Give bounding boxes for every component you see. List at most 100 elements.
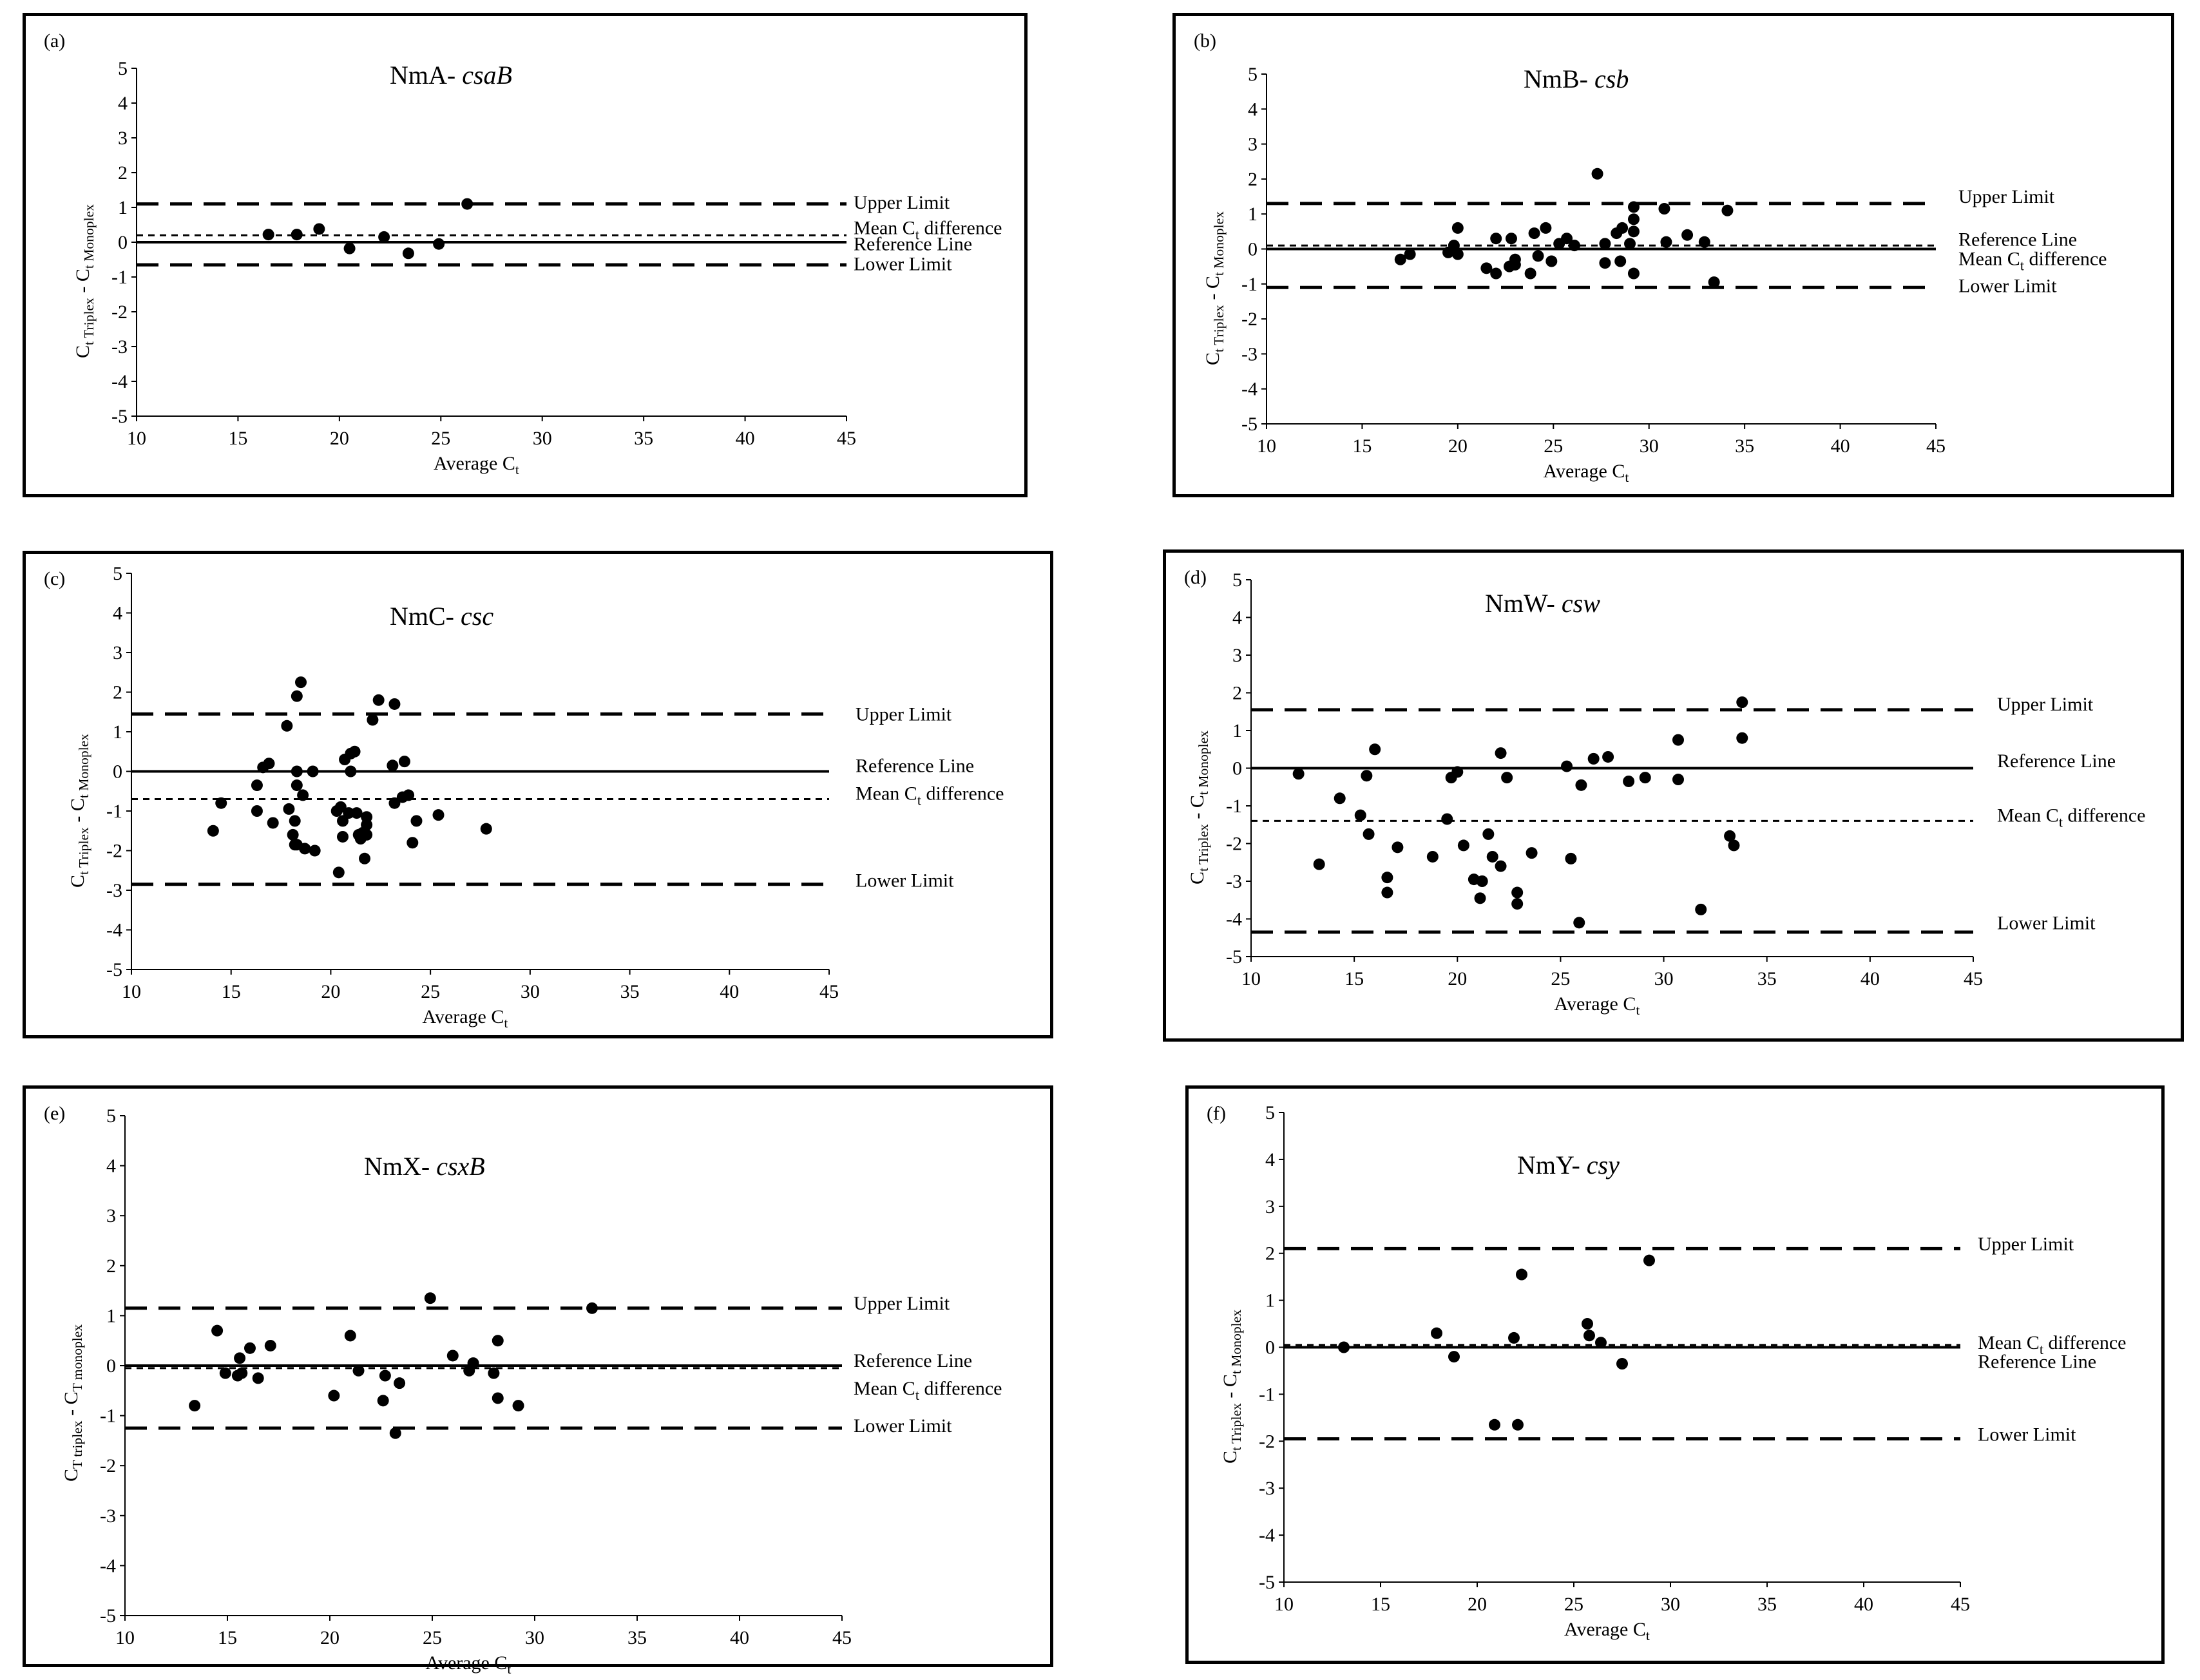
x-tick-label: 45 bbox=[832, 1627, 852, 1648]
y-tick-label: -2 bbox=[111, 301, 128, 323]
y-tick-label: -1 bbox=[1241, 274, 1258, 295]
data-point bbox=[1381, 886, 1393, 899]
y-tick-label: 2 bbox=[118, 162, 128, 184]
y-axis-label-part: t Monoplex bbox=[81, 204, 97, 269]
data-point bbox=[291, 690, 303, 702]
data-point bbox=[446, 1350, 459, 1362]
data-point bbox=[1476, 875, 1488, 887]
y-tick-label: 0 bbox=[118, 232, 128, 253]
y-tick-label: -4 bbox=[111, 371, 128, 392]
data-point bbox=[359, 852, 371, 864]
data-point bbox=[1474, 892, 1486, 904]
data-point bbox=[1495, 747, 1507, 759]
reference-line-label: Reference Line bbox=[1958, 229, 2077, 250]
chart-panel-f: (f) NmY- csy -5 -4 -3 -2 -1 0 1 2 3 4 5 10 15 20 25 30 35 4… bbox=[1185, 1085, 2165, 1664]
data-point bbox=[1540, 222, 1552, 234]
y-axis-label: Ct Triplex - Ct Monoplex bbox=[1202, 211, 1227, 365]
data-point bbox=[281, 720, 293, 732]
panel-label: (e) bbox=[44, 1103, 66, 1124]
x-tick-label: 45 bbox=[1951, 1594, 1970, 1615]
y-tick-label: 0 bbox=[106, 1355, 116, 1377]
data-point bbox=[1448, 1351, 1460, 1363]
data-point bbox=[336, 815, 349, 827]
chart-title: NmY- csy bbox=[1517, 1150, 1620, 1180]
data-point bbox=[361, 811, 373, 823]
data-point bbox=[1736, 732, 1748, 744]
data-point bbox=[1508, 1332, 1520, 1344]
y-tick-label: 4 bbox=[1248, 99, 1258, 120]
x-axis-label: Average Ct bbox=[1564, 1619, 1650, 1644]
y-axis-label-part: T monoplex bbox=[70, 1324, 85, 1392]
x-axis-label-text: Average C bbox=[1564, 1619, 1646, 1640]
x-tick-label: 35 bbox=[634, 428, 653, 449]
data-point bbox=[1361, 770, 1373, 782]
reference-line-label: Reference Line bbox=[856, 755, 974, 776]
data-point bbox=[586, 1302, 598, 1314]
chart-title-prefix: NmB- bbox=[1524, 64, 1594, 93]
lower-limit-label: Lower Limit bbox=[854, 253, 952, 274]
y-tick-label: -2 bbox=[1226, 834, 1242, 855]
lower-limit-label: Lower Limit bbox=[854, 1415, 952, 1437]
data-point bbox=[349, 745, 361, 758]
y-axis-label-part: C bbox=[1187, 871, 1208, 884]
x-tick-label: 30 bbox=[1661, 1594, 1680, 1615]
x-tick-label: 35 bbox=[620, 981, 640, 1002]
x-axis-label: Average Ct bbox=[426, 1652, 512, 1677]
y-tick-label: 0 bbox=[1248, 239, 1258, 260]
data-point bbox=[343, 807, 355, 819]
data-point bbox=[1627, 267, 1640, 280]
mean-ct-difference-label: Mean Ct difference bbox=[1958, 249, 2107, 274]
data-point bbox=[289, 815, 301, 827]
y-tick-label: 1 bbox=[113, 721, 122, 743]
y-tick-label: 3 bbox=[1248, 134, 1258, 155]
x-axis-label: Average Ct bbox=[434, 453, 519, 478]
x-tick-label: 15 bbox=[1344, 968, 1364, 989]
reference-line-label: Reference Line bbox=[854, 234, 972, 255]
data-point bbox=[219, 1367, 231, 1379]
chart-title-prefix: NmX- bbox=[364, 1152, 437, 1181]
data-point bbox=[389, 1427, 401, 1439]
data-point bbox=[1672, 734, 1684, 746]
y-tick-label: -3 bbox=[100, 1505, 116, 1527]
data-point bbox=[1526, 847, 1538, 859]
x-tick-label: 40 bbox=[1854, 1594, 1873, 1615]
data-point bbox=[1681, 229, 1694, 241]
data-point bbox=[1292, 768, 1305, 780]
data-point bbox=[1627, 225, 1640, 238]
data-point bbox=[1363, 828, 1375, 840]
x-tick-label: 10 bbox=[127, 428, 146, 449]
upper-limit-label: Upper Limit bbox=[856, 703, 952, 725]
data-point bbox=[467, 1357, 479, 1370]
data-point bbox=[1573, 917, 1585, 929]
data-point bbox=[410, 815, 423, 827]
y-tick-label: -5 bbox=[100, 1605, 116, 1627]
data-point bbox=[388, 698, 401, 710]
x-tick-label: 40 bbox=[730, 1627, 749, 1648]
x-tick-label: 30 bbox=[1654, 968, 1674, 989]
x-tick-label: 15 bbox=[1371, 1594, 1390, 1615]
data-point bbox=[1660, 236, 1672, 248]
data-point bbox=[407, 837, 419, 849]
data-point bbox=[344, 1330, 356, 1342]
y-axis-label-part: C bbox=[1202, 352, 1223, 365]
panel-label: (c) bbox=[44, 568, 66, 589]
x-tick-label: 15 bbox=[228, 428, 247, 449]
data-point bbox=[1486, 850, 1498, 863]
y-tick-label: 1 bbox=[1248, 204, 1258, 225]
y-axis-label-part: t Triplex bbox=[1229, 1402, 1244, 1451]
y-tick-label: -2 bbox=[1241, 309, 1258, 330]
y-axis-label-part: t Monoplex bbox=[1229, 1309, 1244, 1374]
x-axis-label-text: Average C bbox=[434, 453, 515, 474]
x-tick-label: 25 bbox=[1551, 968, 1570, 989]
y-tick-label: -2 bbox=[100, 1455, 116, 1476]
data-point bbox=[1545, 255, 1558, 267]
data-point bbox=[215, 797, 227, 809]
data-point bbox=[350, 807, 363, 819]
data-point bbox=[1639, 772, 1651, 784]
data-point bbox=[1575, 779, 1587, 791]
data-point bbox=[1728, 839, 1740, 852]
data-point bbox=[1490, 267, 1502, 280]
y-tick-label: 3 bbox=[106, 1205, 116, 1227]
y-axis-label-part: t Monoplex bbox=[76, 733, 91, 798]
chart-panel-a: (a) NmA- csaB -5 -4 -3 -2 -1 0 1 2 3 4 5 10 15 20 25 30 35… bbox=[23, 13, 1028, 497]
